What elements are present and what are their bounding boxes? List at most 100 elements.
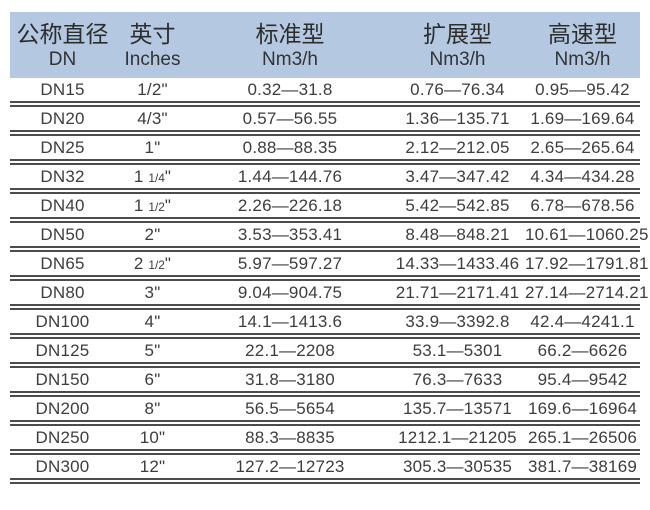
highspeed-flow-cell: 0.95—95.42 [525,78,640,107]
extended-flow-cell: 21.71—2171.41 [390,278,525,310]
highspeed-flow-cell: 6.78—678.56 [525,191,640,223]
extended-flow-cell: 8.48—848.21 [390,220,525,252]
header-standard-type: 标准型 Nm3/h [190,12,390,78]
inch-fraction: 1/4 [148,170,165,185]
header-standard-type-cn: 标准型 [255,21,325,47]
inches-cell: 1 1/4" [115,162,190,194]
highspeed-flow-cell: 1.69—169.64 [525,104,640,136]
extended-flow-cell: 76.3—7633 [390,365,525,397]
extended-flow-cell: 33.9—3392.8 [390,307,525,339]
extended-flow-cell: 2.12—212.05 [390,133,525,165]
dn-cell: DN50 [10,220,115,252]
standard-flow-cell: 0.32—31.8 [190,78,390,107]
inches-cell: 2 1/2" [115,249,190,281]
dn-cell: DN15 [10,78,115,107]
table-header: 公称直径 DN 英寸 Inches 标准型 Nm3/h 扩展型 Nm3/h 高速… [10,12,640,78]
highspeed-flow-cell: 95.4—9542 [525,365,640,397]
table-row: DN50 2" 3.53—353.41 8.48—848.21 10.61—1060.2… [10,220,648,252]
dn-cell: DN100 [10,307,115,339]
header-nominal-diameter-en: DN [48,49,77,70]
extended-flow-cell: 1212.1—21205 [390,423,525,455]
header-nominal-diameter-cn: 公称直径 [16,21,109,47]
inches-cell: 4" [115,307,190,339]
header-extended-type: 扩展型 Nm3/h [390,12,525,78]
extended-flow-cell: 135.7—13571 [390,394,525,426]
highspeed-flow-cell: 4.34—434.28 [525,162,640,194]
datasheet: 公称直径 DN 英寸 Inches 标准型 Nm3/h 扩展型 Nm3/h 高速… [10,0,648,484]
table-row: DN80 3" 9.04—904.75 21.71—2171.41 27.14—2714… [10,278,648,310]
inches-cell: 6" [115,365,190,397]
standard-flow-cell: 3.53—353.41 [190,220,390,252]
header-inches: 英寸 Inches [115,12,190,78]
header-extended-type-cn: 扩展型 [423,21,492,47]
table-row: DN300 12" 127.2—12723 305.3—30535 381.7—3816… [10,452,640,484]
header-row: 公称直径 DN 英寸 Inches 标准型 Nm3/h 扩展型 Nm3/h 高速… [10,12,640,78]
highspeed-flow-cell: 27.14—2714.21 [525,278,648,310]
header-inches-cn: 英寸 [129,21,176,47]
inches-cell: 3" [115,278,190,310]
standard-flow-cell: 31.8—3180 [190,365,390,397]
dn-cell: DN25 [10,133,115,165]
inches-cell: 5" [115,336,190,368]
dn-cell: DN65 [10,249,115,281]
header-highspeed-type-cn: 高速型 [548,21,617,47]
header-highspeed-type: 高速型 Nm3/h [525,12,640,78]
table-row: DN150 6" 31.8—3180 76.3—7633 95.4—9542 [10,365,640,397]
inches-cell: 1 1/2" [115,191,190,223]
dn-cell: DN150 [10,365,115,397]
table-row: DN250 10" 88.3—8835 1212.1—21205 265.1—26506 [10,423,640,455]
inches-cell: 1/2" [115,78,190,107]
extended-flow-cell: 1.36—135.71 [390,104,525,136]
highspeed-flow-cell: 17.92—1791.81 [525,249,648,281]
header-extended-type-unit: Nm3/h [429,49,486,70]
table-row: DN65 2 1/2" 5.97—597.27 14.33—1433.46 17.92—… [10,249,648,281]
highspeed-flow-cell: 265.1—26506 [525,423,640,455]
highspeed-flow-cell: 169.6—16964 [525,394,640,426]
standard-flow-cell: 0.88—88.35 [190,133,390,165]
inch-fraction: 1/2 [148,199,165,214]
inches-cell: 4/3" [115,104,190,136]
inch-fraction: 1/2 [148,257,165,272]
table-row: DN100 4" 14.1—1413.6 33.9—3392.8 42.4—4241.1 [10,307,640,339]
table-row: DN200 8" 56.5—5654 135.7—13571 169.6—16964 [10,394,640,426]
dn-cell: DN32 [10,162,115,194]
flow-rate-table: 公称直径 DN 英寸 Inches 标准型 Nm3/h 扩展型 Nm3/h 高速… [10,12,648,484]
standard-flow-cell: 1.44—144.76 [190,162,390,194]
dn-cell: DN40 [10,191,115,223]
standard-flow-cell: 127.2—12723 [190,452,390,484]
table-body: DN15 1/2" 0.32—31.8 0.76—76.34 0.95—95.42 DN2… [10,78,648,484]
inches-cell: 1" [115,133,190,165]
header-highspeed-type-unit: Nm3/h [554,49,611,70]
standard-flow-cell: 88.3—8835 [190,423,390,455]
header-standard-type-unit: Nm3/h [262,49,318,70]
highspeed-flow-cell: 2.65—265.64 [525,133,640,165]
inches-cell: 8" [115,394,190,426]
extended-flow-cell: 14.33—1433.46 [390,249,525,281]
highspeed-flow-cell: 381.7—38169 [525,452,640,484]
inches-cell: 10" [115,423,190,455]
standard-flow-cell: 2.26—226.18 [190,191,390,223]
table-row: DN40 1 1/2" 2.26—226.18 5.42—542.85 6.78—678… [10,191,640,223]
inches-cell: 2" [115,220,190,252]
extended-flow-cell: 53.1—5301 [390,336,525,368]
standard-flow-cell: 14.1—1413.6 [190,307,390,339]
standard-flow-cell: 0.57—56.55 [190,104,390,136]
extended-flow-cell: 3.47—347.42 [390,162,525,194]
header-nominal-diameter: 公称直径 DN [10,12,115,78]
highspeed-flow-cell: 10.61—1060.25 [525,220,648,252]
table-row: DN32 1 1/4" 1.44—144.76 3.47—347.42 4.34—434… [10,162,640,194]
dn-cell: DN300 [10,452,115,484]
table-row: DN15 1/2" 0.32—31.8 0.76—76.34 0.95—95.42 [10,78,640,107]
extended-flow-cell: 0.76—76.34 [390,78,525,107]
highspeed-flow-cell: 66.2—6626 [525,336,640,368]
standard-flow-cell: 22.1—2208 [190,336,390,368]
dn-cell: DN200 [10,394,115,426]
dn-cell: DN125 [10,336,115,368]
extended-flow-cell: 5.42—542.85 [390,191,525,223]
header-inches-en: Inches [124,49,181,70]
table-row: DN20 4/3" 0.57—56.55 1.36—135.71 1.69—169.64 [10,104,640,136]
dn-cell: DN20 [10,104,115,136]
table-row: DN25 1" 0.88—88.35 2.12—212.05 2.65—265.64 [10,133,640,165]
highspeed-flow-cell: 42.4—4241.1 [525,307,640,339]
table-row: DN125 5" 22.1—2208 53.1—5301 66.2—6626 [10,336,640,368]
